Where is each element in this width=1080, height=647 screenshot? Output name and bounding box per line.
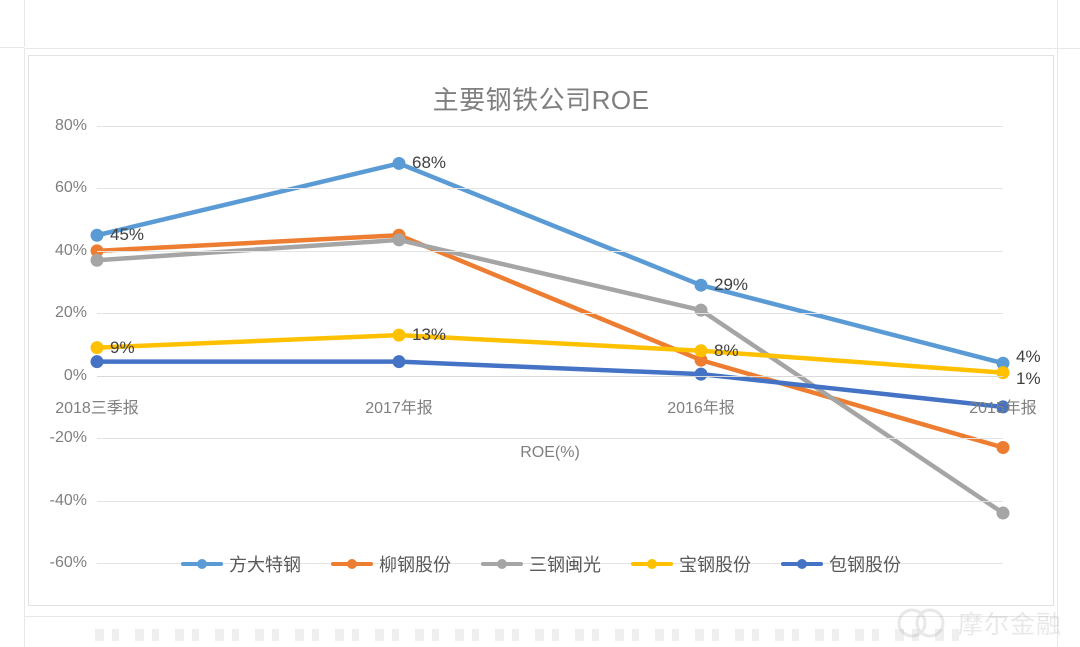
legend-item-5[interactable]: 包钢股份: [781, 551, 901, 577]
y-gridline: [97, 563, 1003, 564]
data-label: 13%: [412, 325, 447, 345]
series-marker[interactable]: [694, 278, 708, 292]
legend-marker-icon: [631, 559, 673, 569]
legend-label: 宝钢股份: [679, 555, 751, 575]
legend-marker-icon: [481, 559, 523, 569]
x-axis-tick-label: 2017年报: [365, 399, 433, 417]
legend-item-4[interactable]: 宝钢股份: [631, 551, 751, 577]
x-axis-tick-label: 2018三季报: [55, 399, 139, 417]
legend-marker-icon: [331, 559, 373, 569]
data-label: 8%: [714, 340, 739, 360]
series-marker[interactable]: [90, 341, 104, 355]
rings-icon: [897, 608, 945, 638]
y-axis-tick-label: 60%: [54, 179, 87, 197]
chart-legend[interactable]: 方大特钢 柳钢股份 三钢闽光 宝钢股份 包钢股份: [29, 551, 1053, 577]
series-marker[interactable]: [996, 506, 1010, 520]
y-gridline: [97, 438, 1003, 440]
legend-item-1[interactable]: 方大特钢: [181, 551, 301, 577]
y-gridline: [97, 313, 1003, 315]
y-axis-tick-label: -40%: [49, 491, 87, 509]
y-axis-tick-label: 20%: [54, 304, 87, 322]
y-gridline: [97, 250, 1003, 252]
sheet-gridline: [24, 48, 25, 647]
legend-item-3[interactable]: 三钢闽光: [481, 551, 601, 577]
sheet-gridline: [24, 48, 1080, 49]
series-marker[interactable]: [694, 344, 708, 358]
axis-caption: ROE(%): [520, 443, 580, 461]
series-marker[interactable]: [996, 366, 1010, 380]
data-label: 4%: [1016, 347, 1041, 367]
series-line[interactable]: [94, 332, 1006, 375]
series-marker[interactable]: [996, 441, 1010, 455]
series-marker[interactable]: [996, 400, 1010, 414]
legend-label: 方大特钢: [229, 555, 301, 575]
sheet-gridline: [24, 616, 1057, 617]
chart-title: 主要钢铁公司ROE: [432, 85, 650, 115]
sheet-gridline: [24, 0, 25, 47]
legend-marker-icon: [781, 559, 823, 569]
y-gridline: [97, 375, 1003, 377]
y-gridline: [97, 126, 1003, 127]
series-lines: [90, 156, 1010, 520]
legend-label: 包钢股份: [829, 555, 901, 575]
series-marker[interactable]: [90, 355, 104, 369]
series-marker[interactable]: [90, 228, 104, 242]
series-marker[interactable]: [996, 356, 1010, 370]
series-line[interactable]: [94, 359, 1006, 410]
legend-item-2[interactable]: 柳钢股份: [331, 551, 451, 577]
data-label: 45%: [110, 225, 145, 245]
sheet-gridline: [1057, 0, 1058, 647]
chart-container[interactable]: 主要钢铁公司ROE 80% 60% 40% 20% 0% -20% -40% -60% 2018…: [28, 55, 1054, 606]
watermark: 摩尔金融: [896, 605, 1062, 641]
y-axis-tick-label: 0%: [63, 366, 87, 384]
y-axis-tick-label: 40%: [54, 241, 87, 259]
y-gridline: [97, 500, 1003, 502]
y-axis-tick-label: 80%: [54, 117, 87, 134]
legend-label: 柳钢股份: [379, 555, 451, 575]
sheet-gridline: [0, 47, 24, 48]
page-text-strip: [95, 629, 965, 641]
series-marker[interactable]: [392, 355, 406, 369]
series-line[interactable]: [94, 233, 1006, 450]
series-line[interactable]: [94, 161, 1006, 366]
series-marker[interactable]: [694, 353, 708, 367]
y-gridline: [97, 188, 1003, 190]
x-axis-tick-label: 2016年报: [667, 399, 735, 417]
data-label: 9%: [110, 337, 135, 357]
series-marker[interactable]: [694, 367, 708, 381]
series-marker[interactable]: [392, 328, 406, 342]
series-marker[interactable]: [392, 233, 406, 247]
legend-label: 三钢闽光: [529, 555, 601, 575]
series-marker[interactable]: [694, 303, 708, 317]
data-label: 68%: [412, 153, 447, 173]
data-label: 1%: [1016, 368, 1041, 388]
x-axis-tick-label: 2015年报: [969, 399, 1037, 417]
legend-marker-icon: [181, 559, 223, 569]
series-line[interactable]: [94, 237, 1006, 516]
watermark-text: 摩尔金融: [957, 611, 1062, 639]
data-label: 29%: [714, 275, 749, 295]
plot-area: 80% 60% 40% 20% 0% -20% -40% -60% 2018三季报 2017年报 2…: [50, 117, 1041, 571]
series-marker[interactable]: [90, 253, 104, 267]
series-marker[interactable]: [392, 156, 406, 170]
y-axis-tick-label: -20%: [49, 429, 87, 447]
y-axis-tick-label: -60%: [49, 554, 87, 571]
